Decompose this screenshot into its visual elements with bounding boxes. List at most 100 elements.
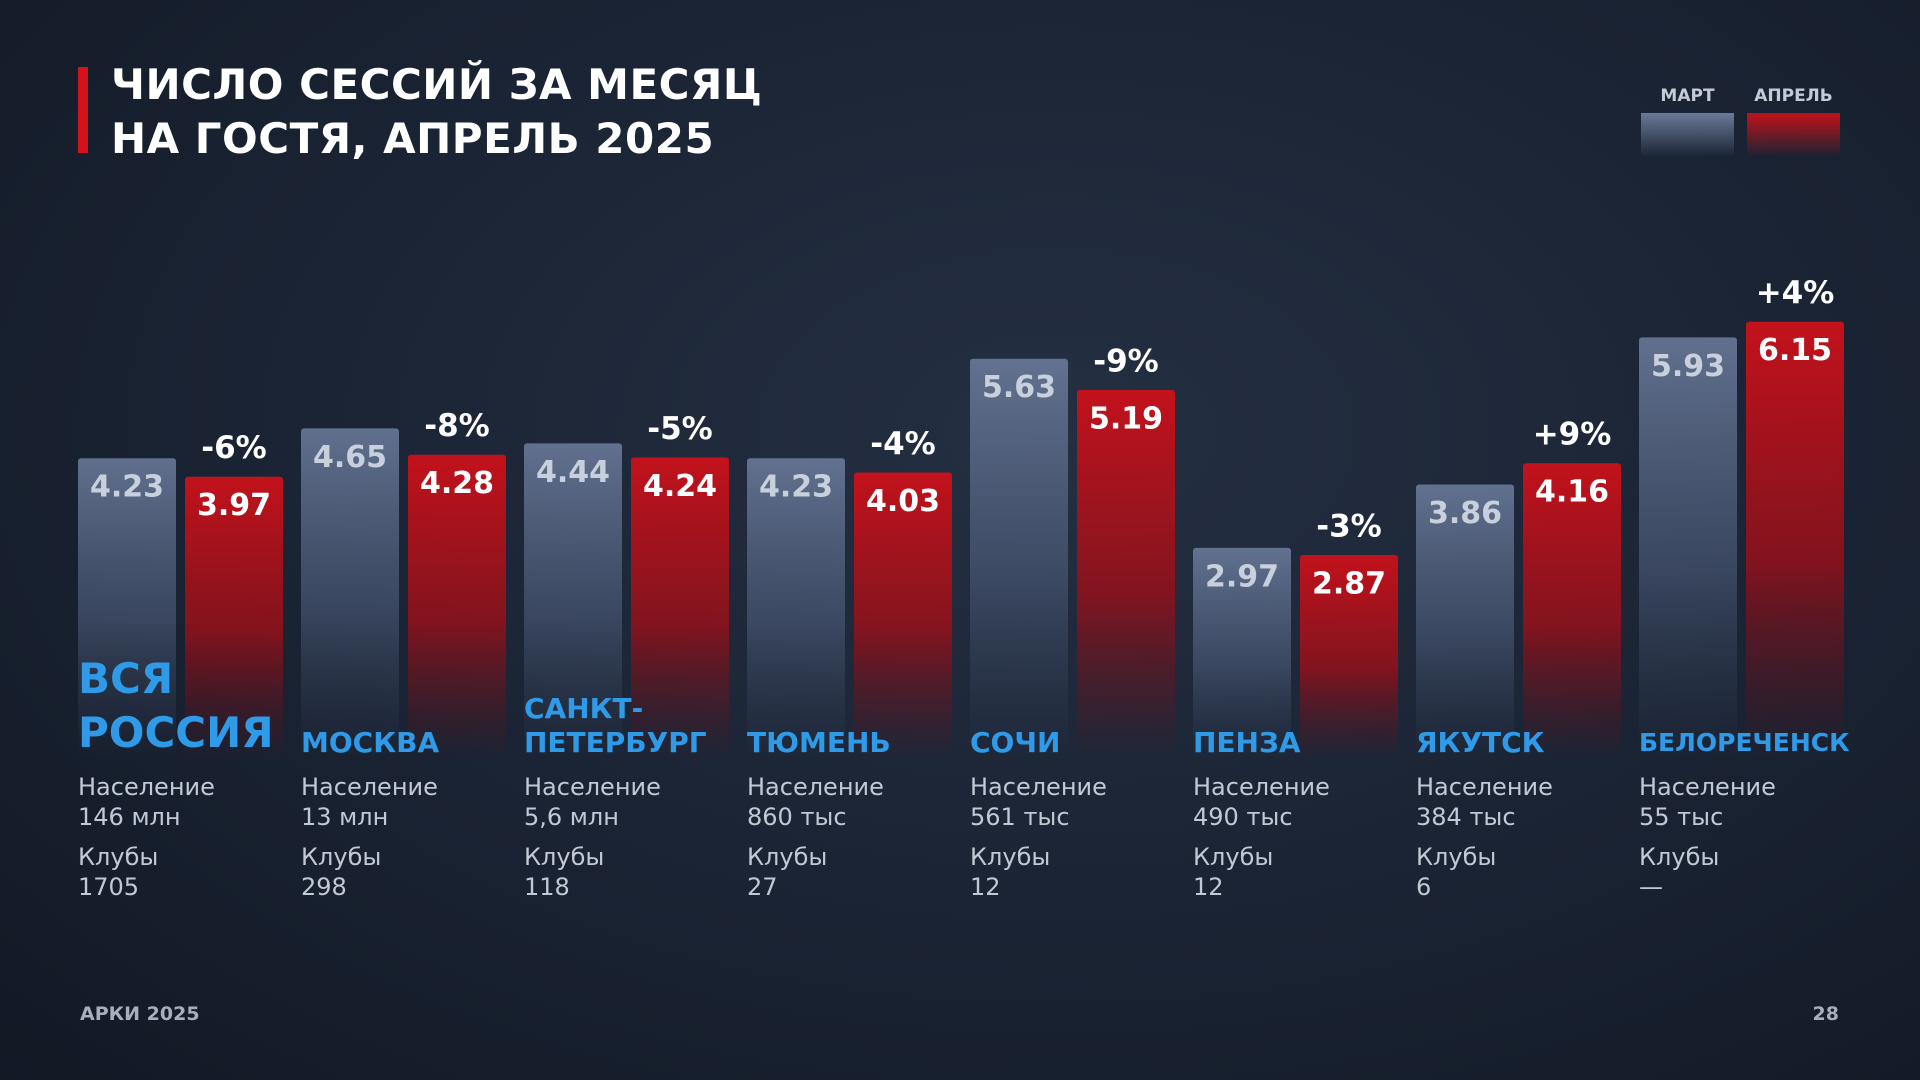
category-info: Население 13 млн Клубы 298: [301, 772, 516, 902]
bar: [854, 472, 952, 759]
clubs-label: Клубы: [1193, 843, 1274, 871]
category-name: МОСКВА: [301, 640, 516, 760]
category-label: ЯКУТСК: [1416, 726, 1545, 759]
category-name: ЯКУТСК: [1416, 640, 1631, 760]
bar: [1300, 554, 1398, 759]
bar: [747, 458, 845, 759]
value-label: 4.23: [90, 470, 164, 505]
category-name: САНКТ-ПЕТЕРБУРГ: [524, 640, 739, 760]
value-label: 4.65: [313, 440, 387, 475]
clubs-value: —: [1639, 873, 1663, 901]
change-label: -9%: [1093, 343, 1159, 379]
category: САНКТ-ПЕТЕРБУРГ Население 5,6 млн Клубы 118: [524, 640, 739, 902]
population-label: Население: [1416, 773, 1553, 801]
footer: АРКИ 2025: [80, 1003, 200, 1025]
category-label: ВСЯ РОССИЯ: [78, 654, 274, 757]
category: СОЧИ Население 561 тыс Клубы 12: [970, 640, 1185, 902]
bar: [1416, 484, 1514, 759]
value-label: 5.19: [1089, 401, 1163, 436]
population-value: 490 тыс: [1193, 803, 1293, 831]
spacer: [1639, 832, 1854, 842]
value-label: 4.24: [643, 469, 717, 504]
chart-title: ЧИСЛО СЕССИЙ ЗА МЕСЯЦ НА ГОСТЯ, АПРЕЛЬ 2…: [111, 58, 762, 166]
value-label: 5.63: [982, 370, 1056, 405]
category: БЕЛОРЕЧЕНСК Население 55 тыс Клубы —: [1639, 640, 1854, 902]
clubs-label: Клубы: [524, 843, 605, 871]
change-label: +4%: [1756, 275, 1835, 311]
value-label: 4.44: [536, 455, 610, 490]
value-label: 4.23: [759, 470, 833, 505]
population-value: 55 тыс: [1639, 803, 1724, 831]
clubs-value: 12: [1193, 873, 1224, 901]
spacer: [78, 832, 293, 842]
category-name: ПЕНЗА: [1193, 640, 1408, 760]
spacer: [524, 832, 739, 842]
category-info: Население 561 тыс Клубы 12: [970, 772, 1185, 902]
population-label: Население: [301, 773, 438, 801]
value-label: 4.16: [1535, 475, 1609, 510]
clubs-label: Клубы: [1639, 843, 1720, 871]
clubs-label: Клубы: [301, 843, 382, 871]
clubs-label: Клубы: [747, 843, 828, 871]
spacer: [1416, 832, 1631, 842]
bar: [1193, 547, 1291, 759]
category: ВСЯ РОССИЯ Население 146 млн Клубы 1705: [78, 640, 293, 902]
clubs-value: 298: [301, 873, 347, 901]
legend-swatch: [1747, 113, 1840, 157]
clubs-value: 27: [747, 873, 778, 901]
population-label: Население: [524, 773, 661, 801]
category-label: МОСКВА: [301, 726, 440, 759]
change-label: -5%: [647, 411, 713, 447]
change-label: -3%: [1316, 508, 1382, 544]
clubs-value: 12: [970, 873, 1001, 901]
category-info: Население 55 тыс Клубы —: [1639, 772, 1854, 902]
category: МОСКВА Население 13 млн Клубы 298: [301, 640, 516, 902]
page-number: 28: [1812, 1003, 1839, 1025]
population-label: Население: [747, 773, 884, 801]
population-value: 5,6 млн: [524, 803, 619, 831]
change-label: -4%: [870, 426, 936, 462]
value-label: 3.86: [1428, 496, 1502, 531]
category-label: ТЮМЕНЬ: [747, 726, 891, 759]
category-name: БЕЛОРЕЧЕНСК: [1639, 640, 1854, 760]
change-label: +9%: [1533, 417, 1612, 453]
population-value: 561 тыс: [970, 803, 1070, 831]
legend-label: МАРТ: [1660, 86, 1715, 106]
value-label: 6.15: [1758, 333, 1832, 368]
bar: [1746, 321, 1844, 759]
clubs-value: 118: [524, 873, 570, 901]
category-label: СОЧИ: [970, 726, 1061, 759]
bar: [524, 443, 622, 759]
value-label: 4.03: [866, 484, 940, 519]
spacer: [970, 832, 1185, 842]
change-label: -6%: [201, 430, 267, 466]
category-info: Население 384 тыс Клубы 6: [1416, 772, 1631, 902]
title-accent: [78, 67, 88, 153]
population-label: Население: [1193, 773, 1330, 801]
category-info: Население 490 тыс Клубы 12: [1193, 772, 1408, 902]
bar: [185, 476, 283, 759]
population-value: 146 млн: [78, 803, 181, 831]
legend-swatch: [1641, 113, 1734, 157]
value-label: 2.97: [1205, 559, 1279, 594]
population-label: Население: [1639, 773, 1776, 801]
spacer: [747, 832, 962, 842]
category-label: БЕЛОРЕЧЕНСК: [1639, 728, 1850, 757]
bar: [78, 458, 176, 759]
legend-label: АПРЕЛЬ: [1754, 86, 1833, 106]
spacer: [301, 832, 516, 842]
value-label: 3.97: [197, 488, 271, 523]
title-line: ЧИСЛО СЕССИЙ ЗА МЕСЯЦ: [111, 60, 763, 109]
category-label: ПЕНЗА: [1193, 726, 1301, 759]
clubs-label: Клубы: [1416, 843, 1497, 871]
category-label: САНКТ-ПЕТЕРБУРГ: [524, 692, 707, 759]
category-info: Население 5,6 млн Клубы 118: [524, 772, 739, 902]
category-info: Население 146 млн Клубы 1705: [78, 772, 293, 902]
bar: [1077, 389, 1175, 759]
clubs-label: Клубы: [78, 843, 159, 871]
category-name: СОЧИ: [970, 640, 1185, 760]
category: ЯКУТСК Население 384 тыс Клубы 6: [1416, 640, 1631, 902]
category-name: ТЮМЕНЬ: [747, 640, 962, 760]
population-value: 384 тыс: [1416, 803, 1516, 831]
